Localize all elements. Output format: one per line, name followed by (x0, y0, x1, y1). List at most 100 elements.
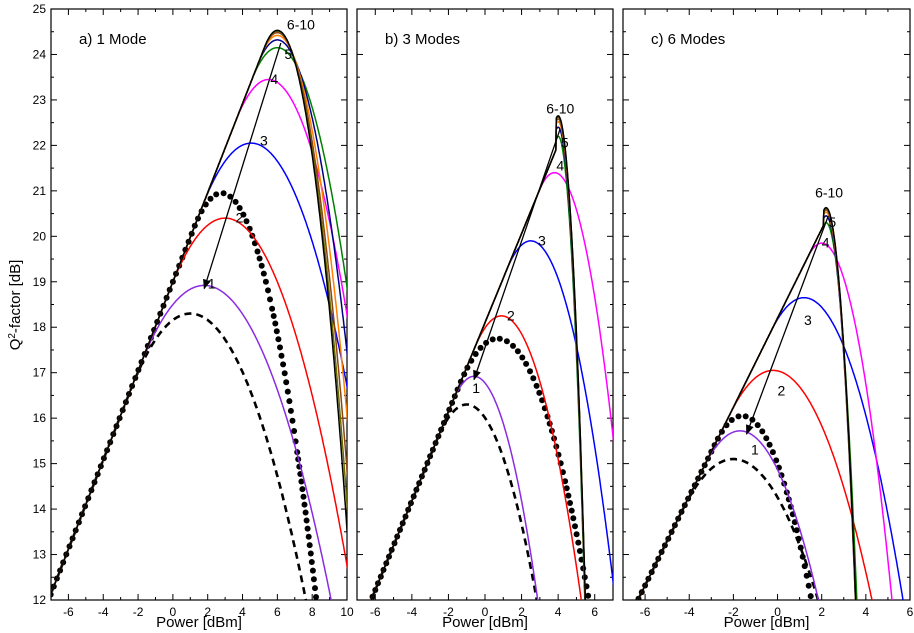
series-dashed-curve (51, 312, 308, 600)
series-dot (308, 559, 315, 565)
series-dot (232, 198, 239, 205)
series-dot (287, 407, 294, 414)
x-tick-label: 4 (863, 605, 870, 619)
series-dot (472, 351, 479, 357)
series-dot (213, 191, 220, 198)
x-tick-label: 0 (170, 605, 177, 619)
series-dot (503, 338, 510, 345)
curves-group (619, 206, 904, 633)
series-curve-2 (637, 369, 873, 600)
series-dot (281, 370, 288, 377)
x-tick-label: -2 (443, 605, 454, 619)
panel-label: a) 1 Mode (79, 31, 147, 48)
series-dot (243, 218, 250, 225)
y-tick-label: 20 (33, 229, 47, 243)
series-dot (298, 478, 305, 485)
curve-label: 3 (538, 232, 546, 248)
x-tick-label: 2 (518, 605, 525, 619)
series-dot (207, 195, 214, 202)
series-curve-3 (370, 240, 613, 600)
series-dot (793, 527, 800, 534)
series-dot (300, 493, 307, 500)
series-dot (310, 576, 317, 583)
curve-label: 1 (472, 380, 480, 396)
x-tick-label: -6 (370, 605, 381, 619)
x-tick-label: -4 (98, 605, 109, 619)
curve-label: 1 (208, 276, 216, 292)
curve-label: 2 (778, 382, 786, 398)
series-dot (629, 609, 635, 615)
series-curve-1 (51, 284, 332, 600)
series-dot (304, 525, 311, 532)
series-dot (810, 604, 816, 610)
series-dot (299, 486, 306, 493)
series-dot (626, 616, 632, 622)
series-dot (759, 428, 766, 435)
series-dot (303, 517, 310, 524)
series-dot (220, 190, 227, 197)
series-dot (523, 360, 530, 367)
series-dot (289, 417, 296, 424)
curve-label: 6-10 (287, 16, 315, 32)
series-dot (797, 544, 804, 551)
series-dot (585, 592, 592, 599)
y-tick-label: 18 (33, 320, 47, 334)
series-dot (805, 582, 812, 589)
series-dot (766, 441, 773, 448)
x-tick-label: -4 (684, 605, 695, 619)
curve-label: 6-10 (815, 185, 843, 201)
series-dot (301, 501, 308, 508)
series-curve-2 (370, 315, 583, 600)
series-dot (260, 270, 267, 277)
series-dot (309, 567, 316, 574)
series-dot (563, 485, 570, 492)
curve-label: 3 (804, 312, 812, 328)
series-dot (619, 629, 625, 633)
series-dot (302, 509, 309, 516)
panel-label: b) 3 Modes (385, 31, 460, 48)
mode-arrow (473, 129, 561, 381)
series-curve-4 (51, 78, 347, 596)
series-dot (590, 622, 596, 628)
y-tick-label: 21 (33, 184, 47, 198)
x-tick-label: 2 (818, 605, 825, 619)
series-dot (256, 255, 263, 262)
series-dot (291, 428, 298, 434)
y-tick-label: 19 (33, 275, 47, 289)
y-tick-label: 13 (33, 548, 47, 562)
series-dot (265, 287, 271, 294)
series-dot (742, 413, 749, 420)
series-dot (270, 313, 277, 319)
series-dot (519, 354, 526, 361)
series-dot (286, 398, 293, 405)
x-tick-label: 0 (774, 605, 781, 619)
series-dot (735, 413, 742, 420)
series-dot (811, 611, 817, 617)
curve-label: 4 (556, 157, 564, 173)
series-dot (575, 539, 582, 546)
series-dot (728, 417, 735, 423)
series-dot (269, 305, 276, 312)
x-tick-label: 4 (239, 605, 246, 619)
series-curve-10 (637, 206, 857, 600)
curves-group (369, 115, 613, 628)
y-tick-label: 16 (33, 411, 47, 425)
curve-label: 4 (270, 71, 278, 87)
series-curve-10 (370, 115, 587, 600)
series-dot (258, 262, 265, 269)
series-dot (799, 553, 806, 560)
series-dot (306, 542, 313, 549)
series-dot (807, 593, 814, 600)
series-dot (315, 612, 321, 618)
series-dot (769, 449, 776, 456)
y-tick-label: 15 (33, 457, 47, 471)
series-dot (280, 361, 287, 368)
x-tick-label: -6 (640, 605, 651, 619)
series-dot (278, 352, 285, 359)
series-dot (489, 336, 496, 343)
plot-frame (622, 8, 911, 601)
series-dot (812, 618, 818, 624)
x-tick-label: -2 (728, 605, 739, 619)
x-tick-label: 8 (309, 605, 316, 619)
series-dot (240, 211, 247, 218)
